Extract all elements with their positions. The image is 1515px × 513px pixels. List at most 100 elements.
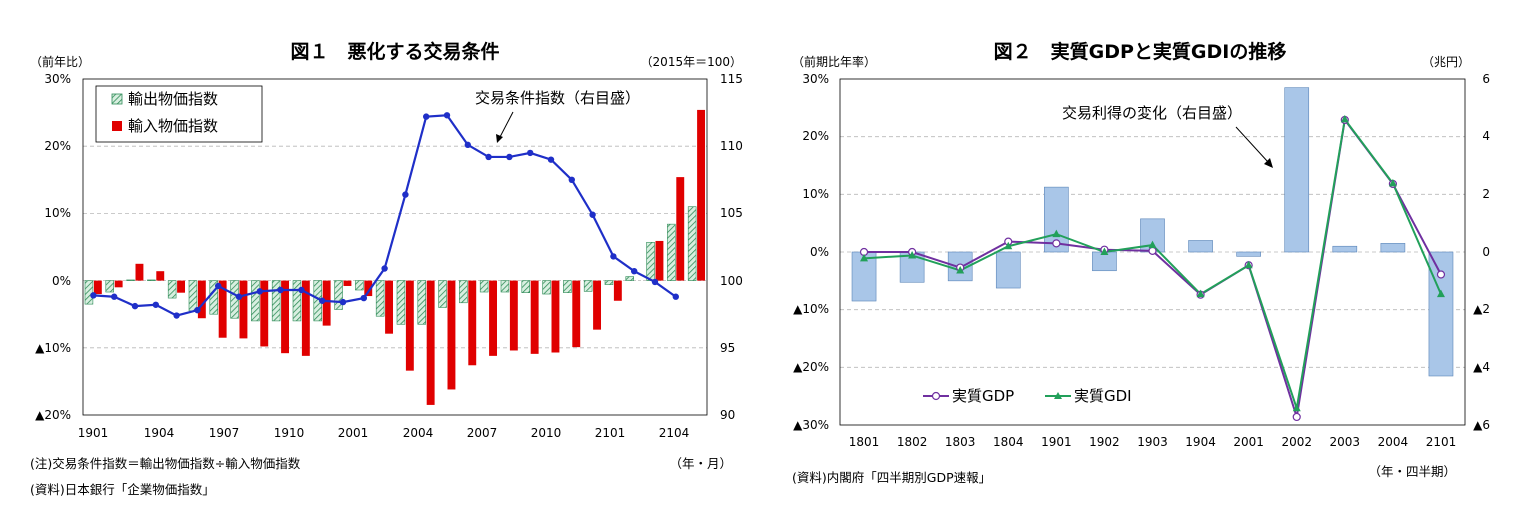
fig2-right-tick: 2	[1482, 187, 1490, 201]
fig2-gdp-point	[1292, 412, 1301, 422]
fig1-import-bar	[572, 280, 581, 348]
fig2-trading-gain-bar	[1188, 240, 1213, 253]
fig1-import-bar	[260, 280, 269, 347]
fig2-left-tick: 20%	[802, 129, 829, 143]
fig1-import-bar	[301, 280, 310, 356]
fig2-right-tick: 6	[1482, 72, 1490, 86]
fig2-x-tick: 2004	[1378, 435, 1409, 449]
fig2-trading-gain-bar	[995, 251, 1021, 289]
fig1-import-bar	[697, 109, 706, 281]
fig2-legend-gdi-marker	[1054, 392, 1062, 399]
fig2-trading-gain-bar	[1284, 87, 1310, 253]
fig2-left-tick: 10%	[802, 187, 829, 201]
fig1-terms-of-trade-point	[547, 156, 555, 163]
fig1-terms-of-trade-point	[443, 112, 451, 119]
fig1-import-bar	[156, 271, 165, 281]
fig1-terms-of-trade-point	[381, 265, 388, 272]
fig1-export-bar	[396, 280, 406, 325]
fig1-left-tick: ▲20%	[35, 408, 71, 422]
fig2-bars	[851, 87, 1454, 377]
fig1-import-bar	[135, 263, 144, 281]
fig2-x-tick: 1901	[1041, 435, 1072, 449]
fig1-import-bar	[239, 280, 248, 339]
fig1-left-unit: （前年比）	[30, 54, 90, 69]
fig2-gdi-point	[1052, 229, 1061, 238]
fig1-x-tick: 1901	[78, 426, 109, 440]
fig1-export-bar	[355, 280, 364, 291]
fig1-import-bar	[343, 280, 352, 286]
fig2-left-tick: ▲20%	[793, 360, 829, 374]
fig1-export-bar	[167, 280, 177, 299]
figure-2: 図２ 実質GDPと実質GDIの推移 （前期比年率） （兆円） 30% 20% 1…	[792, 40, 1490, 485]
fig1-terms-of-trade-point	[672, 293, 679, 300]
fig1-terms-of-trade-point	[423, 113, 430, 120]
fig1-x-tick: 2101	[595, 426, 626, 440]
fig1-export-bar	[583, 280, 593, 292]
fig1-terms-of-trade-point	[360, 294, 367, 302]
fig2-x-tick: 1802	[897, 435, 928, 449]
fig1-import-bar	[613, 280, 622, 301]
fig1-legend-import-label: 輸入物価指数	[128, 117, 218, 135]
fig2-annotation-arrow	[1235, 126, 1269, 163]
fig2-x-tick: 2101	[1426, 435, 1457, 449]
fig2-right-tick: 0	[1482, 245, 1490, 259]
fig1-terms-of-trade-point	[173, 312, 180, 319]
fig1-export-bar	[147, 279, 156, 281]
fig1-terms-of-trade-point	[651, 278, 659, 286]
fig2-x-ticks: 1801 1802 1803 1804 1901 1902 1903 1904 2001 2002…	[849, 435, 1456, 449]
fig1-source: (資料)日本銀行「企業物価指数」	[30, 482, 215, 497]
fig1-export-bar	[521, 280, 531, 293]
fig2-x-tick: 1902	[1089, 435, 1120, 449]
fig2-annotation-arrowhead	[1264, 158, 1273, 168]
fig1-bars	[84, 109, 706, 405]
fig1-import-bar	[468, 280, 477, 366]
fig1-export-bar	[84, 280, 94, 305]
fig2-x-tick: 1904	[1185, 435, 1216, 449]
fig1-title: 図１ 悪化する交易条件	[290, 40, 499, 63]
fig1-note: (注)交易条件指数＝輸出物価指数÷輸入物価指数	[30, 456, 301, 471]
fig2-gdi-point	[1196, 289, 1205, 298]
fig2-x-tick: 2003	[1330, 435, 1361, 449]
fig2-trading-gain-bar	[1332, 245, 1358, 253]
fig1-import-bar	[177, 280, 186, 293]
fig1-terms-of-trade-point	[610, 253, 617, 260]
fig2-gdp-point	[1148, 246, 1157, 255]
fig1-right-tick: 95	[720, 341, 735, 355]
fig1-left-tick: 0%	[52, 274, 71, 288]
fig1-terms-of-trade-point	[235, 293, 243, 300]
fig1-terms-of-trade-point	[90, 292, 97, 299]
fig1-x-tick: 2010	[531, 426, 562, 440]
fig2-gdi-point	[1100, 247, 1109, 255]
fig2-title: 図２ 実質GDPと実質GDIの推移	[994, 40, 1287, 63]
fig1-export-bar	[417, 280, 426, 325]
fig1-x-tick: 2004	[403, 426, 434, 440]
fig1-x-unit: （年・月）	[669, 456, 732, 471]
fig1-import-bar	[197, 280, 206, 319]
fig1-export-bar	[687, 206, 697, 281]
fig2-gdi-point	[1388, 178, 1397, 187]
fig1-terms-of-trade-point	[568, 176, 575, 183]
fig1-terms-of-trade-point	[339, 298, 347, 306]
fig1-export-bar	[646, 241, 655, 281]
fig1-terms-of-trade-point	[506, 153, 513, 161]
fig1-right-tick: 105	[720, 206, 743, 220]
fig1-terms-of-trade-point	[319, 297, 326, 304]
fig2-left-tick: 0%	[810, 245, 829, 259]
fig2-left-tick: 30%	[802, 72, 829, 86]
fig1-import-bar	[447, 280, 456, 390]
fig2-left-tick: ▲10%	[793, 302, 829, 316]
fig2-gdp-point	[1052, 239, 1061, 248]
fig2-gdi-point	[1148, 240, 1157, 249]
fig1-annotation-arrow	[499, 111, 514, 138]
fig1-terms-of-trade-point	[256, 288, 263, 295]
fig1-right-tick: 90	[720, 408, 735, 422]
fig1-export-bar	[459, 280, 468, 304]
fig1-export-bar	[271, 280, 281, 322]
fig1-terms-of-trade-point	[277, 286, 284, 294]
fig1-annotation: 交易条件指数（右目盛）	[475, 89, 640, 107]
fig2-legend: 実質GDP 実質GDI	[923, 387, 1132, 405]
fig1-terms-of-trade-point	[215, 282, 222, 290]
fig1-export-bar	[542, 280, 551, 295]
fig1-export-bar	[334, 280, 343, 310]
